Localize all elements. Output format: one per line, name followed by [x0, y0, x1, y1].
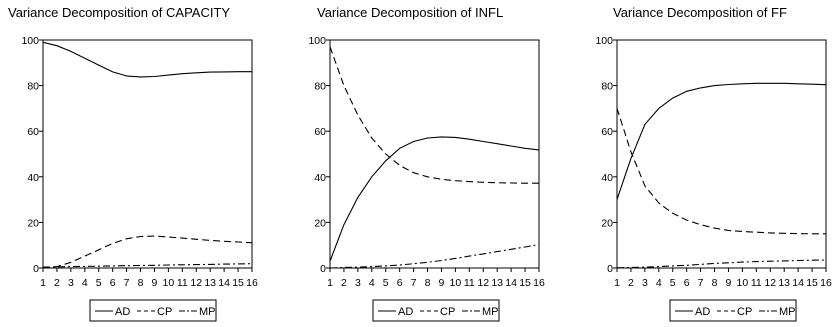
x-tick-label: 13: [778, 277, 790, 289]
legend: AD CP MP: [372, 299, 500, 322]
x-tick-label: 10: [163, 277, 175, 289]
series-line-cp: [616, 108, 826, 235]
x-tick-label: 9: [726, 277, 732, 289]
legend: AD CP MP: [89, 299, 217, 322]
y-tick-label: 60: [314, 126, 326, 138]
y-tick-label: 60: [27, 126, 39, 138]
y-tick-label: 40: [601, 172, 613, 184]
y-tick-label: 0: [607, 263, 613, 275]
y-tick-label: 100: [21, 35, 39, 47]
chart-title: Variance Decomposition of INFL: [317, 5, 503, 20]
x-tick-label: 1: [40, 277, 46, 289]
x-tick-label: 16: [820, 277, 832, 289]
chart-panel-2: Variance Decomposition of INFL 0 20 40 60 80 1…: [308, 5, 545, 322]
x-tick-label: 10: [450, 277, 462, 289]
legend-label-mp: MP: [779, 306, 796, 318]
plot-frame: [616, 39, 827, 269]
series-line-cp: [42, 235, 253, 269]
chart-title: Variance Decomposition of FF: [613, 5, 787, 20]
x-tick-label: 6: [397, 277, 403, 289]
x-tick-label: 13: [204, 277, 216, 289]
y-tick-label: 80: [601, 81, 613, 93]
x-tick-label: 13: [491, 277, 503, 289]
legend-label-mp: MP: [482, 306, 499, 318]
plot-frame: [42, 39, 253, 269]
x-tick-label: 11: [177, 277, 188, 289]
series-line-ad: [329, 136, 540, 262]
x-tick-label: 14: [505, 277, 517, 289]
x-tick-label: 3: [642, 277, 648, 289]
y-tick-label: 20: [314, 217, 326, 229]
x-tick-label: 8: [712, 277, 718, 289]
series-line-mp: [329, 243, 540, 269]
x-tick-label: 8: [138, 277, 144, 289]
x-tick-label: 14: [218, 277, 230, 289]
y-tick-label: 80: [27, 81, 39, 93]
series-line-ad: [42, 41, 252, 78]
x-tick-label: 1: [327, 277, 333, 289]
x-tick-label: 6: [684, 277, 690, 289]
x-tick-label: 7: [124, 277, 130, 289]
x-tick-label: 4: [82, 277, 88, 289]
x-tick-label: 5: [383, 277, 389, 289]
legend-label-ad: AD: [115, 306, 130, 318]
legend-label-ad: AD: [695, 306, 710, 318]
x-tick-label: 3: [355, 277, 361, 289]
x-tick-label: 12: [764, 277, 776, 289]
x-tick-label: 12: [477, 277, 489, 289]
x-tick-label: 15: [806, 277, 818, 289]
y-tick-label: 0: [320, 263, 326, 275]
series-line-mp: [42, 263, 253, 268]
series-line-ad: [616, 82, 827, 200]
x-tick-label: 10: [737, 277, 749, 289]
y-tick-label: 40: [27, 172, 39, 184]
y-tick-label: 100: [595, 35, 613, 47]
x-tick-label: 4: [656, 277, 662, 289]
plot-frame: [329, 39, 540, 269]
x-tick-label: 5: [96, 277, 102, 289]
x-tick-label: 1: [614, 277, 620, 289]
x-tick-label: 8: [425, 277, 431, 289]
x-tick-label: 3: [68, 277, 74, 289]
y-tick-label: 0: [33, 263, 39, 275]
x-tick-label: 7: [411, 277, 417, 289]
x-tick-label: 2: [54, 277, 60, 289]
x-tick-label: 6: [110, 277, 116, 289]
y-tick-label: 60: [601, 126, 613, 138]
x-tick-label: 9: [152, 277, 158, 289]
x-tick-label: 2: [341, 277, 347, 289]
legend-label-cp: CP: [440, 306, 455, 318]
legend-label-cp: CP: [737, 306, 752, 318]
legend-label-mp: MP: [199, 306, 216, 318]
series-line-mp: [616, 259, 827, 269]
x-tick-label: 15: [232, 277, 244, 289]
y-tick-label: 20: [601, 217, 613, 229]
chart-panel-3: Variance Decomposition of FF 0 20 40 60 80 100…: [595, 5, 832, 322]
chart-title: Variance Decomposition of CAPACITY: [8, 5, 230, 20]
y-tick-label: 40: [314, 172, 326, 184]
y-tick-label: 80: [314, 81, 326, 93]
x-tick-label: 11: [751, 277, 762, 289]
x-tick-label: 12: [190, 277, 202, 289]
x-tick-label: 14: [792, 277, 804, 289]
chart-panel-1: Variance Decomposition of CAPACITY 0 20 40 6…: [8, 5, 258, 322]
legend-label-cp: CP: [157, 306, 172, 318]
x-tick-label: 15: [519, 277, 531, 289]
y-tick-label: 100: [308, 35, 326, 47]
x-tick-label: 7: [698, 277, 704, 289]
y-tick-label: 20: [27, 217, 39, 229]
legend: AD CP MP: [669, 299, 797, 322]
x-tick-label: 4: [369, 277, 375, 289]
x-tick-label: 9: [439, 277, 445, 289]
legend-label-ad: AD: [398, 306, 413, 318]
x-tick-label: 11: [464, 277, 475, 289]
x-tick-label: 16: [533, 277, 545, 289]
x-tick-label: 16: [246, 277, 258, 289]
series-line-cp: [329, 46, 539, 184]
x-tick-label: 2: [628, 277, 634, 289]
x-tick-label: 5: [670, 277, 676, 289]
